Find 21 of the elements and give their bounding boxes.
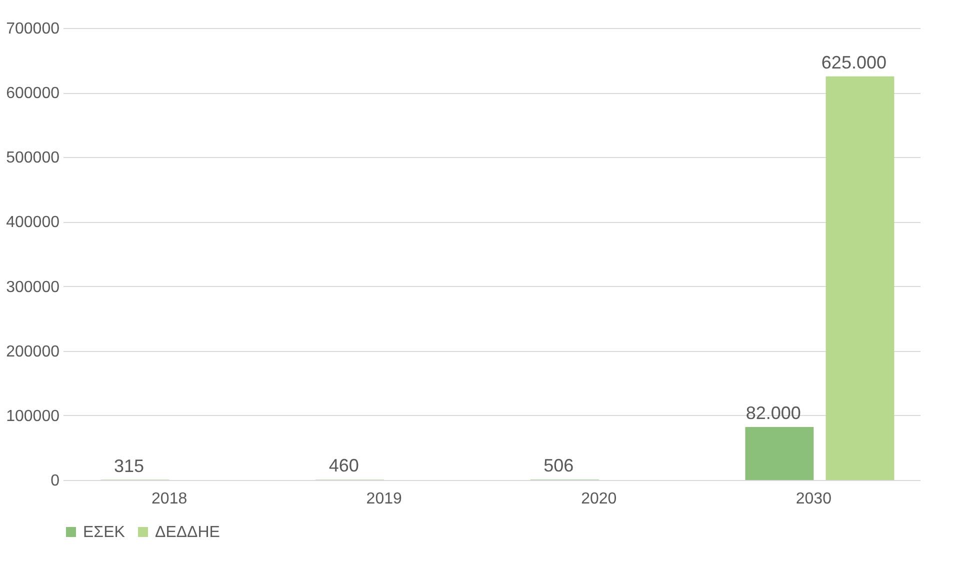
data-label: 315 bbox=[114, 456, 144, 476]
y-tick-label: 700000 bbox=[6, 20, 60, 38]
y-tick-label: 0 bbox=[50, 472, 60, 490]
legend-label: ΕΣΕΚ bbox=[83, 524, 126, 541]
y-tick-label: 300000 bbox=[6, 278, 60, 296]
data-label: 82.000 bbox=[746, 403, 801, 424]
y-tick-label: 400000 bbox=[6, 214, 60, 232]
data-label: 460 bbox=[328, 456, 359, 476]
y-tick-label: 100000 bbox=[6, 408, 60, 425]
bar bbox=[745, 427, 814, 480]
x-tick-label: 2020 bbox=[581, 490, 617, 508]
data-label: 625.000 bbox=[821, 52, 886, 72]
data-label: 506 bbox=[544, 456, 574, 476]
y-tick-label: 200000 bbox=[6, 343, 60, 360]
x-tick-label: 2018 bbox=[152, 490, 188, 508]
y-tick-label: 600000 bbox=[6, 85, 60, 102]
bar bbox=[826, 76, 894, 480]
y-tick-label: 500000 bbox=[6, 150, 60, 167]
x-tick-label: 2030 bbox=[796, 490, 832, 508]
x-tick-label: 2019 bbox=[366, 490, 402, 508]
legend-label: ΔΕΔΔΗΕ bbox=[155, 524, 220, 541]
